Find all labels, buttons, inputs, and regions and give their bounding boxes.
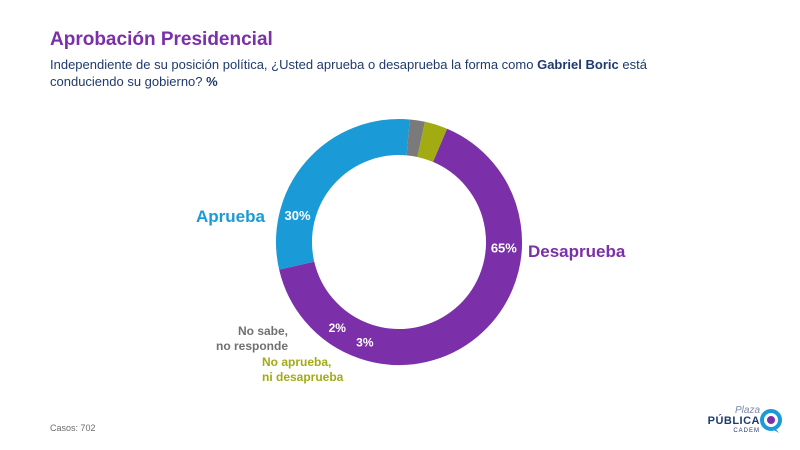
slice-desaprueba: [279, 128, 522, 365]
logo-line2: PÚBLICA: [707, 415, 760, 427]
plaza-publica-logo: Plaza PÚBLICA CADEM: [700, 405, 782, 439]
slice-ni-aprueba: [416, 121, 448, 163]
logo-line3: CADEM: [733, 428, 760, 434]
question-text-end: está conduciendo su gobierno?: [50, 57, 647, 89]
value-ni-aprueba: 3%: [356, 335, 374, 349]
label-ni-aprueba-line1: No aprueba,: [262, 355, 332, 369]
value-no-sabe: 2%: [329, 321, 347, 335]
sample-size: Casos: 702: [50, 423, 96, 433]
question-unit: %: [206, 74, 218, 89]
slice-aprueba: [276, 119, 410, 270]
label-ni-aprueba-line2: ni desaprueba: [262, 370, 344, 384]
value-aprueba: 30%: [285, 208, 311, 223]
casos-value: 702: [80, 423, 96, 433]
chart-subtitle: Independiente de su posición política, ¿…: [50, 56, 710, 90]
label-no-sabe-line2: no responde: [215, 339, 288, 353]
label-ni-aprueba: No aprueba, ni desaprueba: [262, 355, 372, 385]
label-no-sabe: No sabe, no responde: [200, 324, 288, 354]
label-no-sabe-line1: No sabe,: [237, 324, 288, 338]
label-aprueba: Aprueba: [196, 207, 265, 226]
chart-title: Aprobación Presidencial: [50, 29, 273, 50]
logo-line1: Plaza: [734, 405, 760, 416]
slice-no-sabe: [406, 119, 425, 158]
label-desaprueba: Desaprueba: [528, 242, 626, 261]
value-desaprueba: 65%: [491, 240, 517, 255]
question-president-name: Gabriel Boric: [537, 57, 619, 72]
question-text-start: Independiente de su posición política, ¿…: [50, 57, 538, 72]
casos-label: Casos:: [50, 423, 79, 433]
logo-speech-bubble-icon: [760, 409, 782, 433]
